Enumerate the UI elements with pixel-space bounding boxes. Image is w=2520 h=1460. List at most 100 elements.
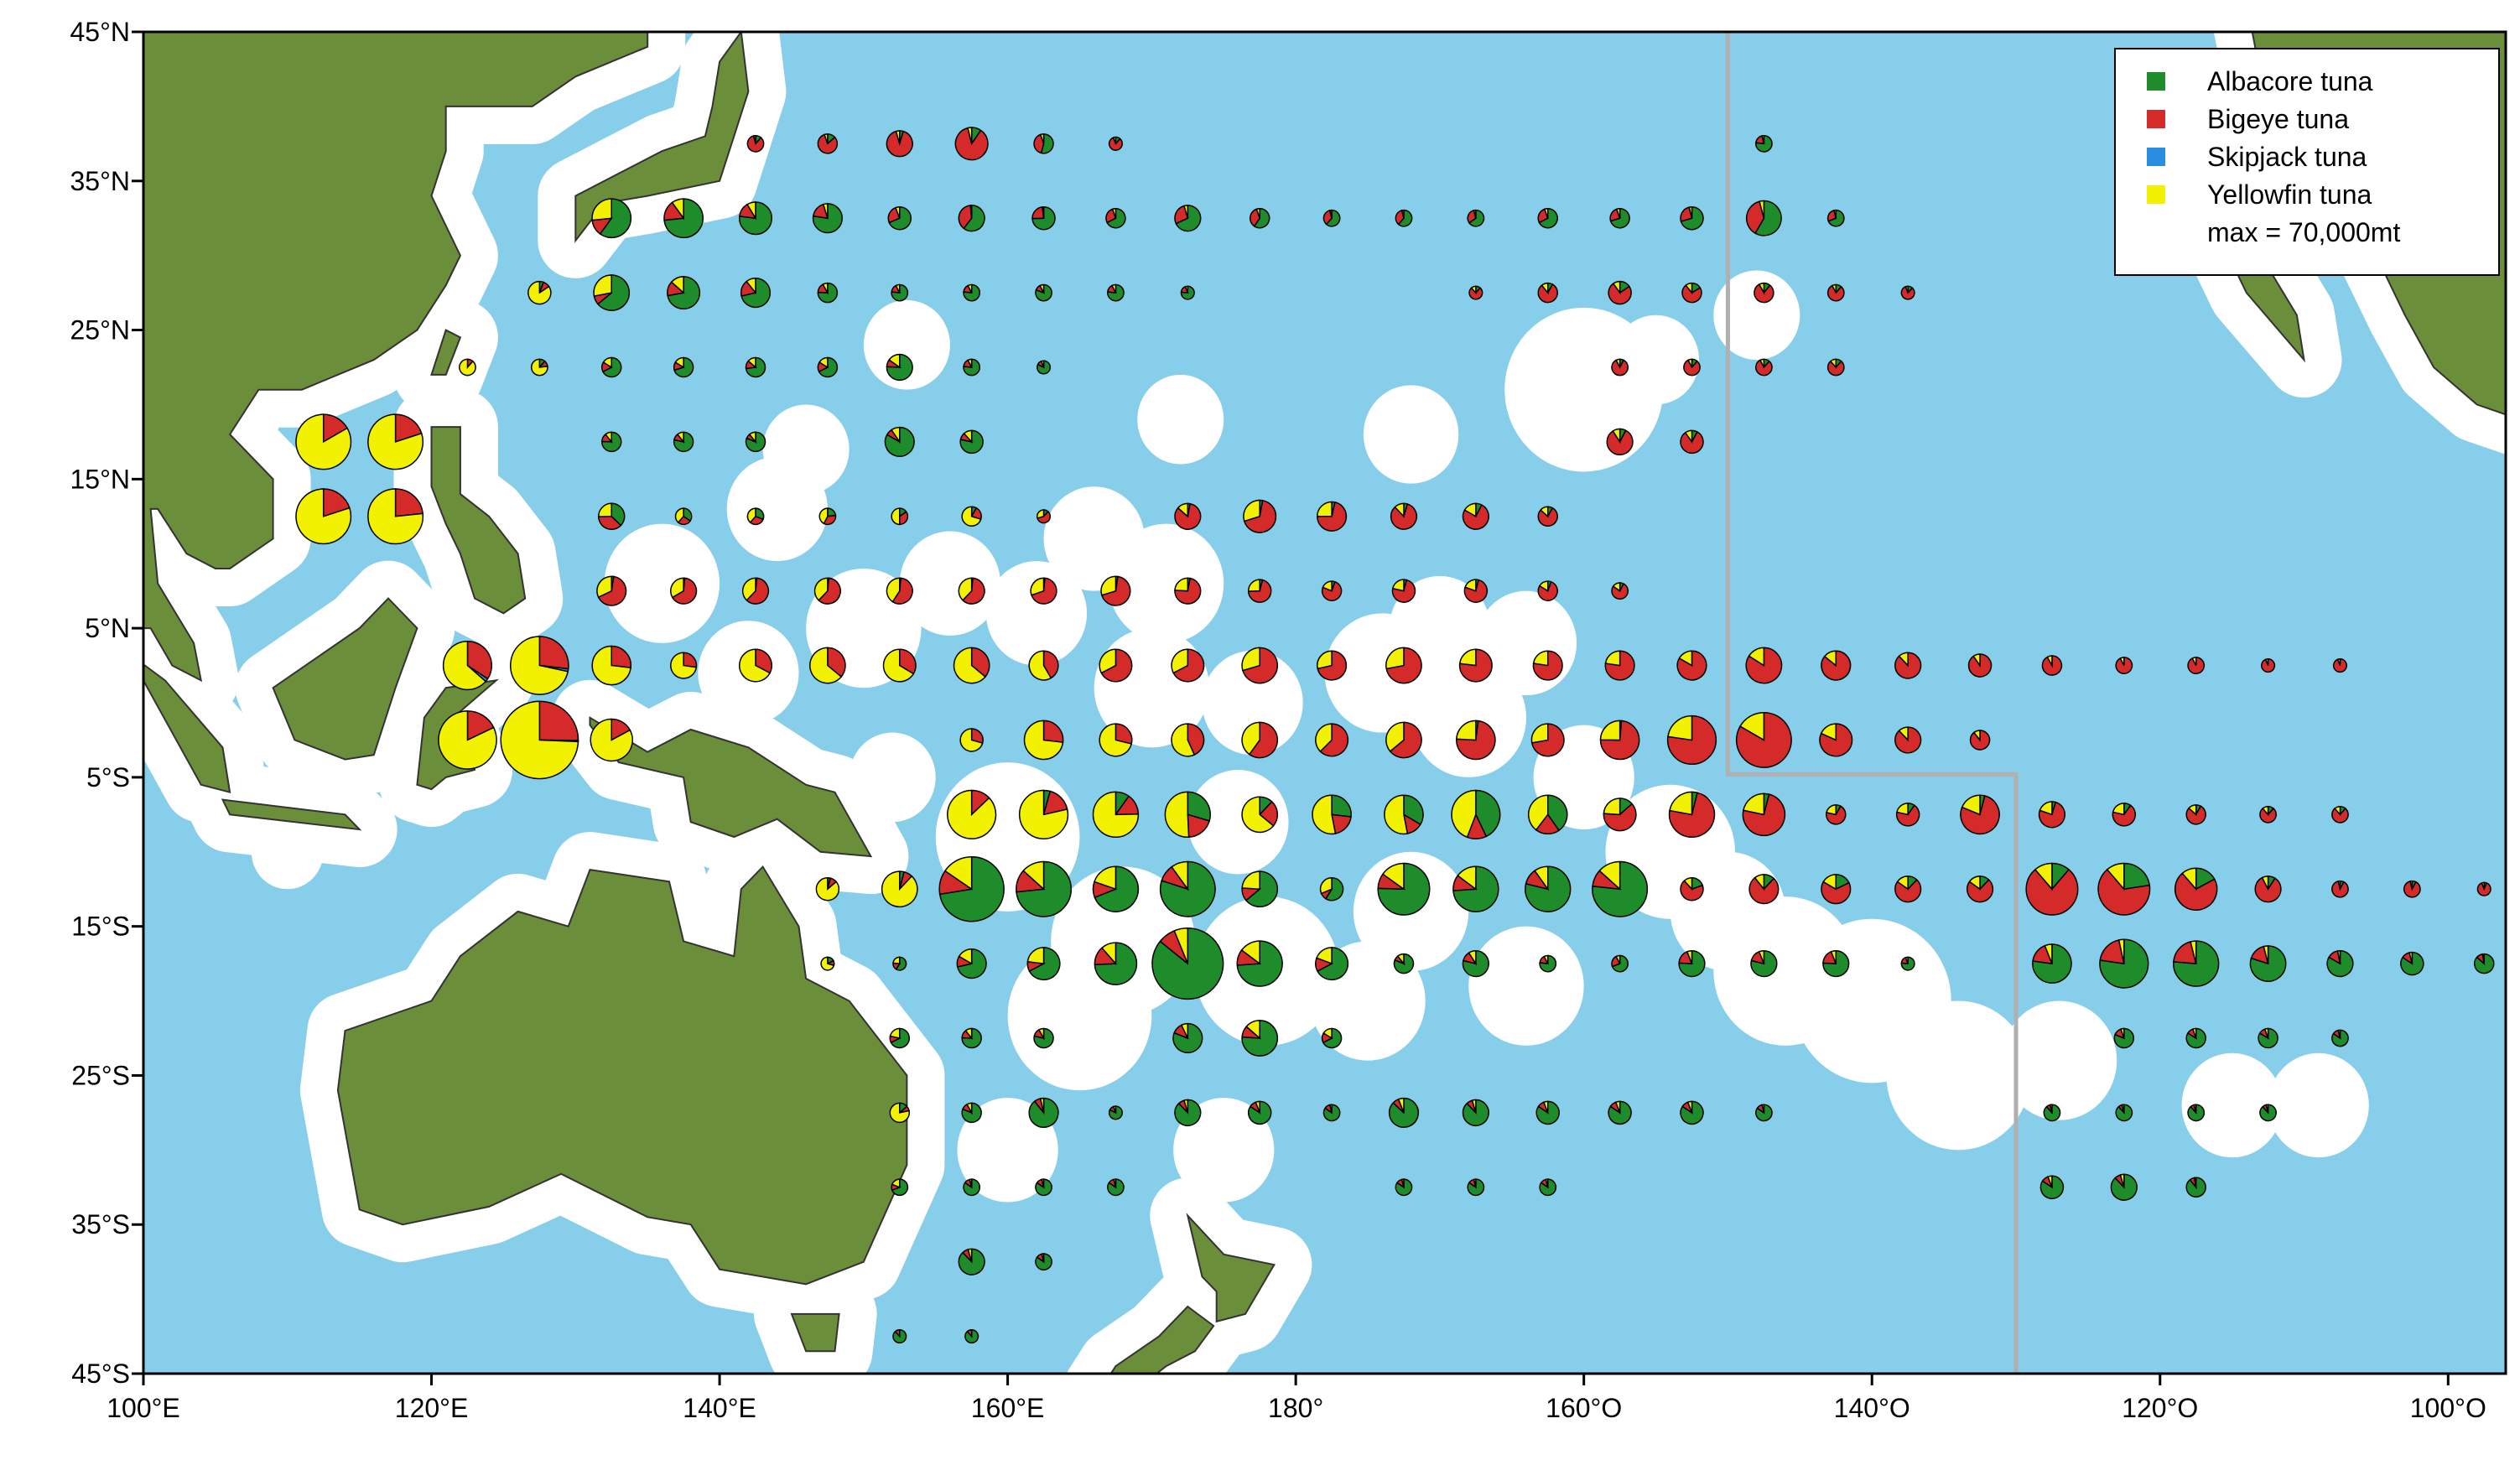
pie-slice [1184, 285, 1189, 294]
pie-slice [1328, 1104, 1333, 1114]
pie-slice [1030, 577, 1045, 596]
pie-slice [822, 203, 829, 219]
x-tick-label: 140°O [1834, 1393, 1910, 1423]
pie-slice [1183, 1099, 1189, 1114]
pie-slice [881, 870, 918, 908]
pie-slice [1317, 650, 1333, 670]
pie-slice [510, 636, 569, 695]
pie-slice [1604, 650, 1621, 667]
pie-slice [886, 353, 913, 382]
pie-slice [1966, 879, 1994, 903]
pie-slice [2481, 881, 2485, 890]
pie-slice [1177, 502, 1189, 518]
pie-slice [2044, 943, 2053, 964]
pie-slice [1180, 1022, 1189, 1039]
pie-slice [1743, 792, 1765, 816]
pie-slice [1666, 714, 1717, 766]
pie-slice [1394, 502, 1405, 518]
pie-slice [1100, 648, 1133, 683]
pie-slice [1042, 720, 1064, 743]
pie-slice [739, 648, 772, 683]
pie-slice [674, 356, 684, 369]
x-tick-label: 100°O [2410, 1393, 2486, 1423]
pie-slice [953, 647, 987, 684]
pie-slice [1173, 927, 1189, 964]
eez-zone [1411, 657, 1526, 777]
pie-slice [1541, 282, 1549, 295]
eez-zone [762, 404, 850, 495]
y-tick-label: 35°N [70, 166, 131, 196]
eez-zone [863, 300, 950, 390]
pie-slice [438, 710, 497, 770]
pie-slice [889, 1102, 911, 1124]
pie-slice [1377, 862, 1431, 916]
pie-slice [1615, 954, 1621, 964]
pie-slice [1396, 953, 1405, 966]
pie-slice [670, 652, 698, 679]
pie-slice [2337, 1029, 2341, 1039]
x-tick-label: 120°O [2122, 1393, 2198, 1423]
pie-slice [1545, 1178, 1549, 1187]
pie-slice [1612, 280, 1621, 295]
pie-slice [2112, 804, 2137, 827]
x-tick-label: 100°E [107, 1393, 180, 1423]
pie-slice [2259, 808, 2277, 824]
pie-slice [746, 507, 756, 524]
pie-slice [1317, 501, 1333, 517]
pie-slice [1172, 648, 1205, 683]
pie-slice [1039, 283, 1045, 294]
pie-slice [818, 356, 829, 369]
pie-slice [1688, 205, 1693, 219]
axis-layer: 100°E 120°E 140°E 160°E 180° 160°O 140°O 120°O 1… [70, 17, 2486, 1423]
land [221, 798, 362, 831]
plot-frame [142, 30, 2507, 1375]
pie-slice [1244, 870, 1279, 908]
pie-slice [1473, 209, 1477, 219]
pie-slice [894, 1329, 901, 1338]
pie-slice [1968, 875, 1981, 891]
pie-slice [1822, 950, 1850, 978]
pie-slice [1972, 653, 1981, 668]
pie-slice [1100, 942, 1117, 966]
pie-slice [1099, 648, 1117, 674]
pie-slice [1543, 954, 1549, 964]
pie-slice [2262, 805, 2269, 817]
pie-slice [1241, 647, 1260, 672]
pie-slice [1400, 1178, 1405, 1187]
pie-slice [943, 856, 973, 891]
pie-slice [746, 278, 756, 295]
pie-slice [1174, 577, 1189, 592]
pie-slice [2331, 808, 2349, 824]
pie-slice [2190, 940, 2197, 964]
pie-slice [1171, 723, 1196, 757]
pie-slice [604, 431, 612, 444]
pie-slice [959, 728, 984, 752]
eez-zone [1187, 770, 1289, 875]
pie-slice [1833, 209, 1837, 219]
pie-slice [966, 1102, 973, 1115]
pie-slice [1180, 285, 1195, 300]
pie-slice [1546, 794, 1568, 832]
pie-slice [2481, 953, 2485, 964]
pie-slice [889, 1027, 901, 1039]
pie-slice [1037, 1027, 1045, 1041]
pie-slice [2034, 862, 2053, 891]
pie-slice [967, 1248, 973, 1262]
pie-slice [1322, 1027, 1333, 1040]
pie-slice [1164, 791, 1190, 838]
land [790, 1312, 840, 1353]
pie-slice [1456, 720, 1477, 741]
pie-slice [1900, 285, 1915, 300]
pie-slice [1826, 360, 1845, 377]
pie-slice [1758, 950, 1765, 964]
land [589, 716, 873, 858]
pie-slice [1669, 791, 1693, 816]
pie-slice [2119, 657, 2125, 666]
pie-slice [1023, 720, 1064, 761]
pie-slice [1255, 207, 1260, 219]
pie-slice [1759, 358, 1765, 368]
pie-slice [596, 575, 612, 599]
land [1109, 1305, 1215, 1374]
pie-slice [969, 1178, 973, 1187]
